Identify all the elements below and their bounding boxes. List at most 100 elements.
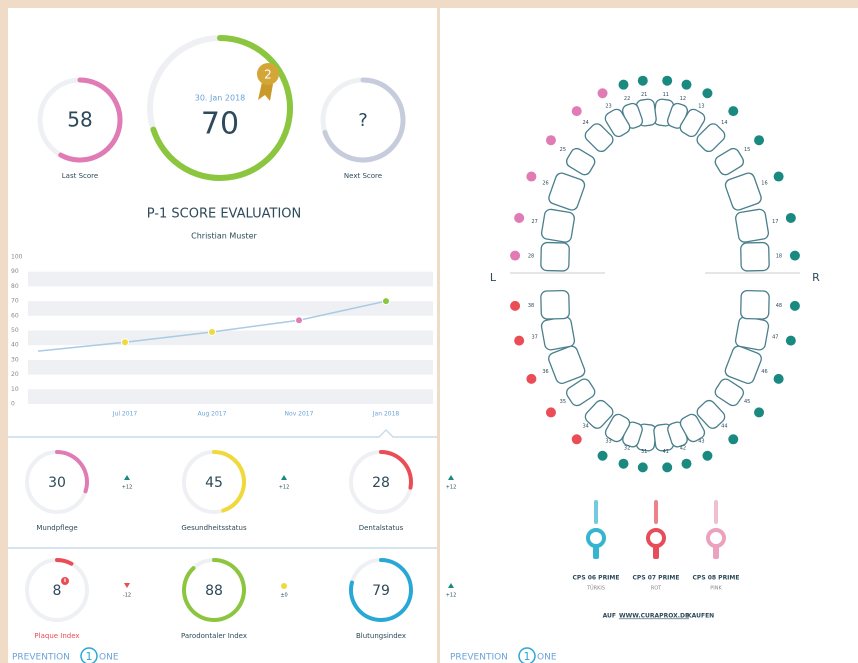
metric-label: Plaque Index: [34, 632, 79, 640]
y-tick-label: 70: [11, 298, 19, 305]
metric-value: 28: [372, 475, 390, 491]
trend-dot: [281, 583, 287, 589]
tooth-dot: [638, 462, 648, 472]
shop-suffix: KAUFEN: [687, 613, 714, 620]
tooth: [541, 316, 576, 351]
metric-delta: +12: [122, 485, 133, 491]
tooth-number: 14: [721, 120, 727, 126]
title: P-1 SCORE EVALUATION: [147, 207, 301, 222]
tooth: [541, 208, 576, 243]
x-tick-label: Jan 2018: [372, 411, 400, 418]
shop-url[interactable]: WWW.CURAPROX.DE: [619, 613, 689, 620]
badge-rank: 2: [264, 68, 272, 82]
brush-handle: [713, 546, 719, 559]
tooth-number: 36: [542, 369, 548, 375]
tooth-dot: [638, 76, 648, 86]
tooth-dot: [619, 80, 629, 90]
tooth-number: 47: [772, 334, 778, 340]
tooth-dot: [681, 80, 691, 90]
tooth-dot: [774, 374, 784, 384]
grid-band: [28, 389, 433, 404]
tooth-number: 31: [641, 449, 647, 455]
tooth-number: 26: [542, 181, 548, 187]
tooth-number: 41: [663, 449, 669, 455]
point: [209, 328, 216, 335]
metric-value: 30: [48, 475, 66, 491]
brand-number: 1: [86, 650, 93, 663]
tooth: [735, 208, 770, 243]
tooth: [541, 242, 570, 271]
tooth-number: 12: [680, 96, 686, 102]
y-tick-label: 40: [11, 342, 19, 349]
tooth-dot: [774, 172, 784, 182]
tooth-dot: [786, 213, 796, 223]
tooth-number: 28: [528, 254, 534, 260]
metric-delta: ±0: [280, 593, 287, 599]
tooth-number: 27: [531, 219, 537, 225]
brand-right: ONE: [99, 653, 119, 663]
brush-ring: [588, 530, 604, 546]
tooth: [541, 290, 570, 319]
metric-delta: +12: [279, 485, 290, 491]
tooth-number: 17: [772, 219, 778, 225]
page: 58Last Score30. Jan 2018702?Next ScoreP-…: [0, 0, 858, 663]
score-date: 30. Jan 2018: [195, 94, 246, 103]
brush-tip: [594, 500, 598, 524]
tooth-dot: [514, 213, 524, 223]
y-tick-label: 50: [11, 327, 19, 334]
alert-mark: [64, 579, 65, 583]
y-tick-label: 100: [11, 254, 23, 261]
tooth-number: 46: [761, 369, 767, 375]
y-tick-label: 10: [11, 386, 19, 393]
tooth-number: 37: [531, 334, 537, 340]
brush-name: CPS 08 PRIME: [693, 575, 740, 582]
screen: 58Last Score30. Jan 2018702?Next ScoreP-…: [0, 0, 858, 663]
metric-delta: +12: [446, 593, 457, 599]
tooth-number: 34: [582, 424, 588, 430]
tooth-number: 23: [605, 104, 611, 110]
tooth-dot: [526, 172, 536, 182]
metric-label: Mundpflege: [36, 524, 77, 532]
tooth-number: 22: [624, 96, 630, 102]
tooth-dot: [514, 336, 524, 346]
tooth-dot: [619, 459, 629, 469]
metric-label: Blutungsindex: [356, 632, 406, 640]
brush-name: CPS 07 PRIME: [633, 575, 680, 582]
tooth-number: 38: [528, 303, 534, 309]
brush-color: TÜRKIS: [586, 585, 605, 592]
point: [122, 339, 129, 346]
brush-name: CPS 06 PRIME: [573, 575, 620, 582]
tooth-number: 16: [761, 181, 767, 187]
tooth: [735, 316, 770, 351]
metric-value: 79: [372, 583, 390, 599]
tooth-dot: [702, 88, 712, 98]
grid-band: [28, 272, 433, 287]
y-tick-label: 30: [11, 356, 19, 363]
tooth-dot: [681, 459, 691, 469]
score-label: Last Score: [62, 172, 98, 180]
x-tick-label: Jul 2017: [112, 411, 138, 418]
score-label: Next Score: [344, 172, 382, 180]
tooth-dot: [662, 76, 672, 86]
brush-color: ROT: [651, 586, 662, 592]
tooth-dot: [790, 251, 800, 261]
grid-band: [28, 360, 433, 375]
tooth-dot: [572, 434, 582, 444]
y-tick-label: 80: [11, 283, 19, 290]
tooth-number: 32: [624, 446, 630, 452]
tooth-number: 35: [560, 399, 566, 405]
side-label: R: [812, 271, 820, 284]
metric-delta: +12: [446, 485, 457, 491]
tooth-dot: [510, 251, 520, 261]
metric-delta: -12: [123, 593, 131, 599]
score-value: ?: [358, 110, 368, 131]
tooth-dot: [786, 336, 796, 346]
brush-tip: [654, 500, 658, 524]
tooth-dot: [510, 301, 520, 311]
tooth-dot: [598, 88, 608, 98]
y-tick-label: 60: [11, 312, 19, 319]
tooth-dot: [572, 106, 582, 116]
metric-value: 45: [205, 475, 223, 491]
tooth-dot: [754, 407, 764, 417]
side-label: L: [490, 271, 497, 284]
